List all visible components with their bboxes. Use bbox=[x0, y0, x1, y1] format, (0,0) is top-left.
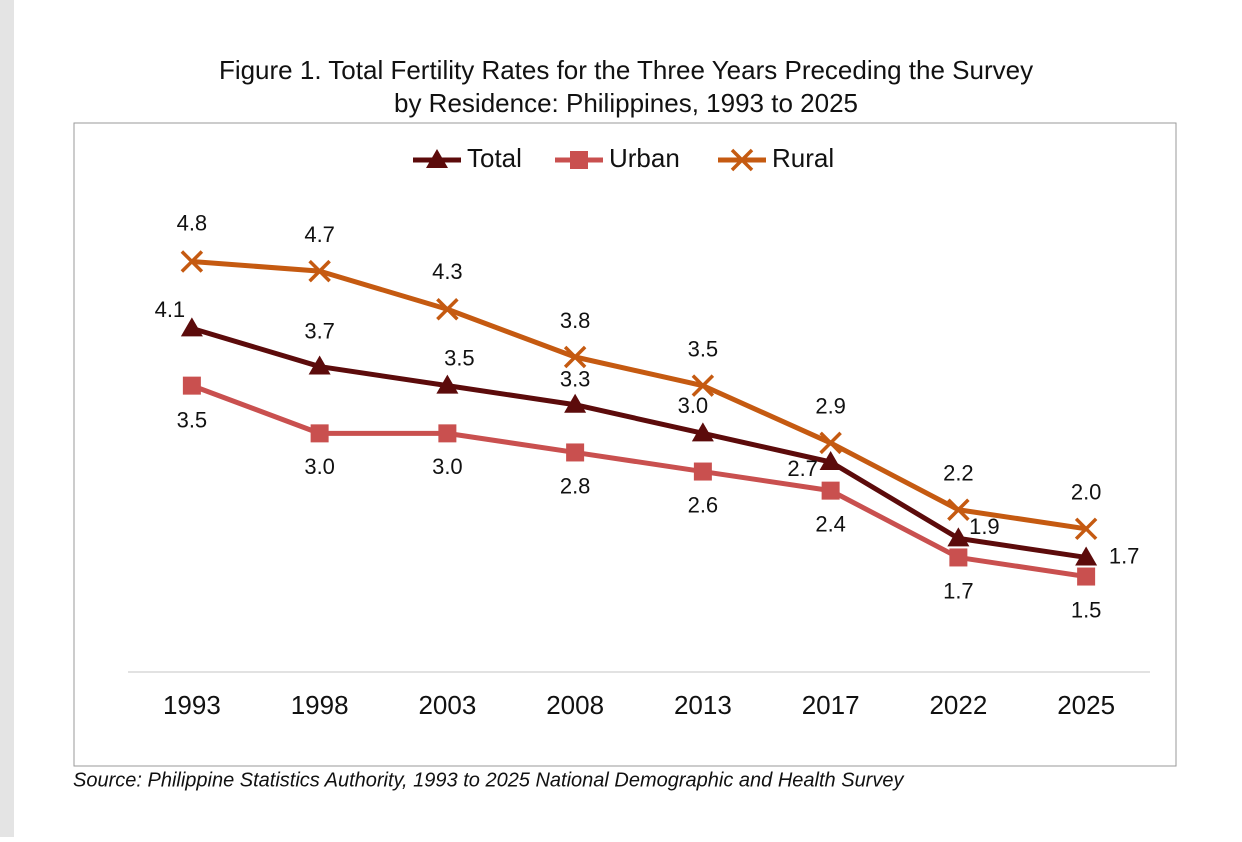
data-label: 3.0 bbox=[304, 454, 335, 479]
data-label: 3.0 bbox=[678, 393, 709, 418]
data-point bbox=[436, 298, 459, 321]
data-label: 3.5 bbox=[177, 407, 208, 432]
legend-marker bbox=[570, 151, 588, 169]
series-line bbox=[191, 259, 1087, 532]
data-label: 3.8 bbox=[560, 308, 591, 333]
data-label: 4.7 bbox=[304, 222, 335, 247]
x-tick-label: 2013 bbox=[674, 690, 732, 720]
data-point bbox=[308, 259, 331, 283]
data-point bbox=[819, 431, 842, 455]
data-point bbox=[308, 355, 331, 375]
data-point bbox=[949, 548, 968, 567]
series-line bbox=[191, 325, 1087, 560]
legend-label: Urban bbox=[609, 143, 680, 173]
data-point bbox=[1074, 517, 1098, 541]
data-point bbox=[564, 393, 587, 413]
data-label: 1.5 bbox=[1071, 597, 1102, 622]
data-point bbox=[438, 424, 457, 443]
data-label: 1.7 bbox=[1109, 543, 1140, 568]
data-label: 1.9 bbox=[969, 514, 1000, 539]
series-line bbox=[191, 383, 1087, 580]
legend-marker bbox=[730, 148, 754, 172]
data-point bbox=[182, 376, 201, 395]
x-tick-label: 1998 bbox=[291, 690, 349, 720]
data-point bbox=[691, 422, 714, 442]
data-point bbox=[819, 451, 842, 470]
data-label: 3.7 bbox=[304, 318, 335, 343]
data-point bbox=[821, 481, 840, 500]
data-label: 2.8 bbox=[560, 473, 591, 498]
x-tick-label: 2017 bbox=[802, 690, 860, 720]
data-label: 4.8 bbox=[177, 210, 208, 235]
window-edge bbox=[0, 0, 14, 837]
data-label: 2.9 bbox=[815, 394, 846, 419]
data-point bbox=[566, 443, 585, 462]
data-label: 3.0 bbox=[432, 454, 463, 479]
data-label: 3.5 bbox=[688, 336, 719, 361]
legend-label: Total bbox=[467, 143, 522, 173]
data-point bbox=[563, 345, 587, 369]
x-tick-label: 2003 bbox=[418, 690, 476, 720]
x-tick-label: 2008 bbox=[546, 690, 604, 720]
data-label: 1.7 bbox=[943, 578, 974, 603]
x-tick-label: 2025 bbox=[1057, 690, 1115, 720]
data-label: 4.1 bbox=[155, 297, 186, 322]
x-tick-label: 1993 bbox=[163, 690, 221, 720]
data-label: 2.7 bbox=[787, 456, 818, 481]
data-label: 2.0 bbox=[1071, 480, 1102, 505]
x-tick-label: 2022 bbox=[929, 690, 987, 720]
data-point bbox=[947, 498, 970, 521]
legend-label: Rural bbox=[772, 143, 834, 173]
data-point bbox=[436, 374, 459, 394]
legend-marker bbox=[426, 149, 448, 168]
source-note: Source: Philippine Statistics Authority,… bbox=[73, 769, 904, 791]
data-label: 2.2 bbox=[943, 461, 974, 486]
chart-title: Figure 1. Total Fertility Rates for the … bbox=[219, 55, 1033, 85]
chart-title: by Residence: Philippines, 1993 to 2025 bbox=[394, 88, 858, 118]
data-point bbox=[693, 462, 712, 481]
data-point bbox=[947, 527, 970, 547]
chart-frame bbox=[73, 122, 1177, 767]
data-label: 3.3 bbox=[560, 367, 591, 392]
data-label: 2.4 bbox=[815, 511, 846, 536]
data-point bbox=[691, 374, 715, 397]
data-label: 2.6 bbox=[688, 492, 719, 517]
data-point bbox=[180, 250, 204, 273]
data-point bbox=[1075, 546, 1098, 566]
data-point bbox=[1077, 567, 1096, 586]
data-point bbox=[310, 424, 329, 443]
data-point bbox=[180, 317, 203, 337]
data-label: 3.5 bbox=[444, 345, 475, 370]
data-label: 4.3 bbox=[432, 259, 463, 284]
